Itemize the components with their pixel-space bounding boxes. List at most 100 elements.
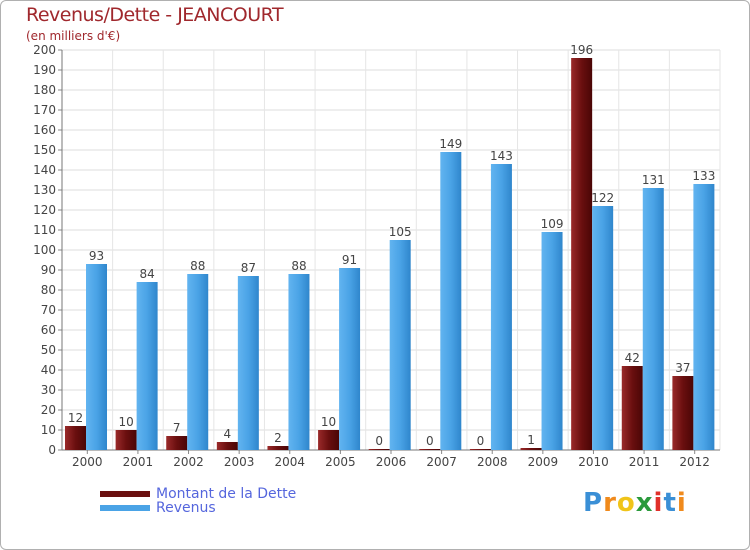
y-tick-label: 110 — [33, 223, 56, 237]
y-tick-label: 120 — [33, 203, 56, 217]
data-label-revenue: 122 — [591, 191, 614, 205]
bar-debt — [419, 449, 441, 450]
bar-debt — [520, 448, 542, 450]
data-label-revenue: 143 — [490, 149, 513, 163]
legend-label-revenue: Revenus — [156, 500, 216, 516]
proxiti-logo: Proxiti — [583, 488, 687, 518]
data-label-revenue: 93 — [89, 249, 104, 263]
data-label-revenue: 131 — [642, 173, 665, 187]
bar-debt — [166, 436, 188, 450]
bar-debt — [571, 58, 593, 450]
data-label-debt: 0 — [375, 434, 383, 448]
x-tick-label: 2012 — [679, 455, 710, 469]
data-label-revenue: 87 — [241, 261, 256, 275]
data-label-debt: 10 — [118, 415, 133, 429]
x-tick-label: 2007 — [426, 455, 457, 469]
bar-revenue — [389, 240, 411, 450]
x-tick-label: 2005 — [325, 455, 356, 469]
bar-revenue — [187, 274, 209, 450]
bar-debt — [621, 366, 643, 450]
data-label-debt: 1 — [527, 433, 535, 447]
data-label-revenue: 88 — [190, 259, 205, 273]
y-tick-label: 30 — [41, 383, 56, 397]
data-label-debt: 4 — [224, 427, 232, 441]
y-tick-label: 150 — [33, 143, 56, 157]
logo-letter: o — [616, 488, 636, 518]
x-tick-label: 2004 — [274, 455, 305, 469]
bar-revenue — [339, 268, 361, 450]
data-label-debt: 2 — [274, 431, 282, 445]
y-tick-label: 100 — [33, 243, 56, 257]
bar-revenue — [440, 152, 462, 450]
legend-swatch-revenue — [100, 505, 150, 511]
y-tick-label: 200 — [33, 43, 56, 57]
legend-item-revenue: Revenus — [100, 500, 216, 516]
x-tick-label: 2011 — [629, 455, 660, 469]
y-tick-label: 50 — [41, 343, 56, 357]
bar-revenue — [237, 276, 259, 450]
x-tick-label: 2006 — [376, 455, 407, 469]
logo-letter: i — [653, 488, 664, 518]
data-label-revenue: 149 — [439, 137, 462, 151]
data-label-debt: 0 — [477, 434, 485, 448]
y-tick-label: 170 — [33, 103, 56, 117]
x-tick-label: 2001 — [123, 455, 154, 469]
y-tick-label: 130 — [33, 183, 56, 197]
data-label-revenue: 88 — [291, 259, 306, 273]
bar-debt — [469, 449, 491, 450]
data-label-debt: 42 — [625, 351, 640, 365]
logo-letter: x — [635, 488, 654, 518]
data-label-debt: 37 — [675, 361, 690, 375]
x-tick-label: 2008 — [477, 455, 508, 469]
chart-title: Revenus/Dette - JEANCOURT — [26, 4, 284, 26]
bar-debt — [672, 376, 694, 450]
bar-debt — [267, 446, 289, 450]
legend-item-debt: Montant de la Dette — [100, 486, 296, 502]
y-tick-label: 70 — [41, 303, 56, 317]
y-tick-label: 180 — [33, 83, 56, 97]
data-label-revenue: 109 — [541, 217, 564, 231]
y-tick-label: 190 — [33, 63, 56, 77]
logo-letter: i — [676, 488, 687, 518]
data-label-debt: 7 — [173, 421, 181, 435]
y-tick-label: 0 — [48, 443, 56, 457]
bar-debt — [368, 449, 390, 450]
logo-letter: r — [603, 488, 617, 518]
data-label-debt: 196 — [570, 43, 593, 57]
bar-debt — [216, 442, 238, 450]
chart-subtitle: (en milliers d'€) — [26, 29, 121, 43]
data-label-debt: 10 — [321, 415, 336, 429]
data-label-revenue: 105 — [389, 225, 412, 239]
bar-revenue — [490, 164, 512, 450]
bar-revenue — [592, 206, 614, 450]
x-tick-label: 2002 — [173, 455, 204, 469]
bar-revenue — [86, 264, 107, 450]
x-tick-label: 2009 — [528, 455, 559, 469]
data-label-revenue: 133 — [692, 169, 715, 183]
bar-revenue — [693, 184, 715, 450]
bar-revenue — [541, 232, 563, 450]
bar-revenue — [136, 282, 158, 450]
bar-debt — [65, 426, 86, 450]
legend-swatch-debt — [100, 491, 150, 497]
y-tick-label: 80 — [41, 283, 56, 297]
legend-label-debt: Montant de la Dette — [156, 486, 297, 502]
y-tick-label: 20 — [41, 403, 56, 417]
data-label-revenue: 91 — [342, 253, 357, 267]
y-tick-label: 160 — [33, 123, 56, 137]
y-tick-label: 90 — [41, 263, 56, 277]
bar-debt — [318, 430, 340, 450]
y-tick-label: 140 — [33, 163, 56, 177]
y-tick-label: 40 — [41, 363, 56, 377]
bar-debt — [115, 430, 137, 450]
x-tick-label: 2000 — [72, 455, 103, 469]
bar-revenue — [288, 274, 310, 450]
bar-revenue — [642, 188, 664, 450]
y-tick-label: 10 — [41, 423, 56, 437]
data-label-revenue: 84 — [139, 267, 154, 281]
data-label-debt: 12 — [68, 411, 83, 425]
y-tick-label: 60 — [41, 323, 56, 337]
x-tick-label: 2010 — [578, 455, 609, 469]
data-label-debt: 0 — [426, 434, 434, 448]
